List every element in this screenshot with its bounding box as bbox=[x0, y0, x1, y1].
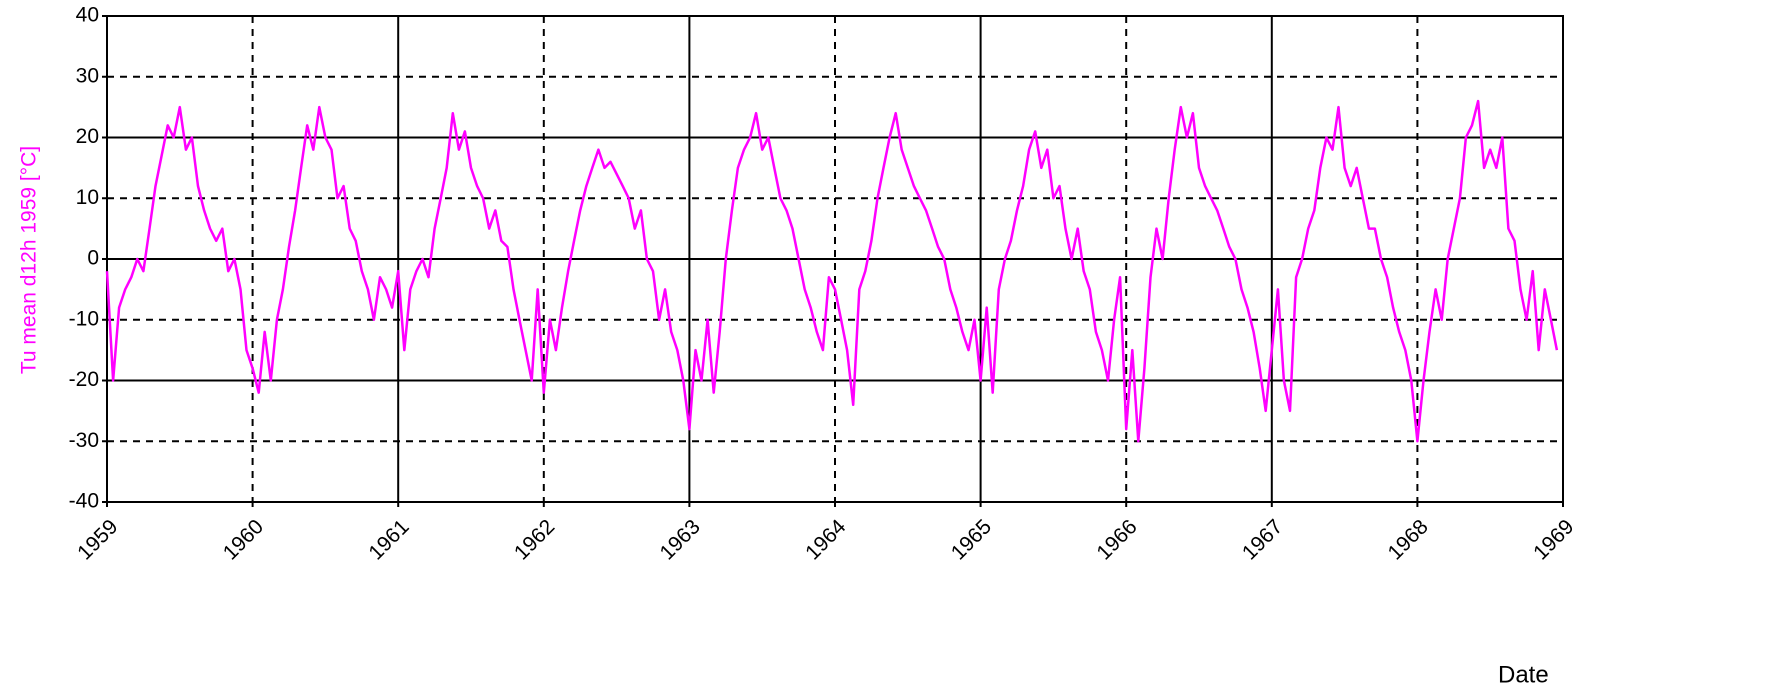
y-tick-label: -20 bbox=[69, 368, 99, 391]
x-tick-label: 1965 bbox=[947, 515, 996, 564]
y-tick-label: 10 bbox=[76, 186, 99, 209]
plot-frame bbox=[106, 15, 1564, 503]
x-tick-label: 1959 bbox=[73, 515, 122, 564]
x-tick-label: 1961 bbox=[364, 515, 413, 564]
x-tick-label: 1960 bbox=[219, 515, 268, 564]
y-tick-label: 0 bbox=[87, 247, 99, 270]
x-axis-label: Date bbox=[1498, 661, 1549, 686]
x-tick-label: 1966 bbox=[1092, 515, 1141, 564]
data-line bbox=[105, 99, 1559, 443]
x-tick-label: 1969 bbox=[1529, 515, 1578, 564]
x-tick-label: 1963 bbox=[656, 515, 705, 564]
y-axis-label: Tu mean d12h 1959 [°C] bbox=[18, 146, 41, 374]
y-tick-label: 40 bbox=[76, 4, 99, 27]
x-tick-label: 1962 bbox=[510, 515, 559, 564]
y-tick-label: 30 bbox=[76, 64, 99, 87]
x-tick-label: 1964 bbox=[801, 515, 851, 565]
y-tick-label: 20 bbox=[76, 125, 99, 148]
y-tick-label: -40 bbox=[69, 490, 99, 513]
x-tick-label: 1968 bbox=[1384, 515, 1433, 564]
x-tick-label: 1967 bbox=[1238, 515, 1287, 564]
y-tick-label: -30 bbox=[69, 429, 99, 452]
y-tick-label: -10 bbox=[69, 307, 99, 330]
